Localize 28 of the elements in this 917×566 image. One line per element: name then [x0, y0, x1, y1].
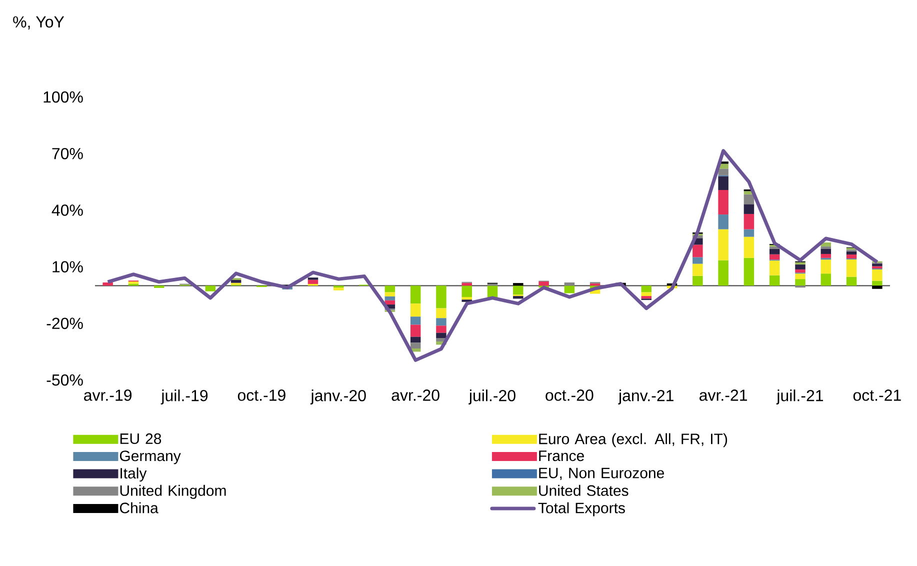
- legend-label: Euro Area (excl. All, FR, IT): [539, 433, 728, 448]
- y-tick-label: 70%: [52, 148, 83, 160]
- x-tick-label: oct.-19: [238, 390, 286, 401]
- x-tick-label: juil.-21: [776, 390, 824, 404]
- legend-label: Total Exports: [538, 502, 625, 516]
- legend-label: EU 28: [120, 433, 162, 444]
- legend-label: United States: [539, 484, 628, 496]
- x-tick-label: oct.-20: [546, 390, 594, 401]
- y-tick-label: 10%: [52, 261, 83, 272]
- legend-label: France: [539, 450, 584, 462]
- y-axis-title: %, YoY: [13, 16, 64, 30]
- x-tick-label: juil.-20: [468, 390, 516, 404]
- x-tick-label: oct.-21: [853, 390, 901, 401]
- legend-label: United Kingdom: [120, 484, 226, 499]
- x-tick-label: avr.-19: [84, 390, 132, 401]
- legend-label: China: [120, 502, 158, 514]
- y-tick-label: -50%: [46, 374, 83, 386]
- y-tick-label: -20%: [46, 318, 83, 330]
- x-tick-label: janv.-21: [618, 390, 674, 404]
- x-tick-label: avr.-20: [392, 390, 440, 401]
- y-tick-label: 40%: [52, 204, 83, 216]
- x-tick-label: juil.-19: [160, 390, 208, 404]
- legend-label: Germany: [120, 450, 181, 464]
- x-tick-label: avr.-21: [700, 390, 747, 401]
- legend-label: EU, Non Eurozone: [539, 468, 664, 480]
- y-tick-label: 100%: [44, 91, 83, 103]
- legend-label: Italy: [120, 468, 147, 482]
- x-tick-label: janv.-20: [310, 390, 366, 404]
